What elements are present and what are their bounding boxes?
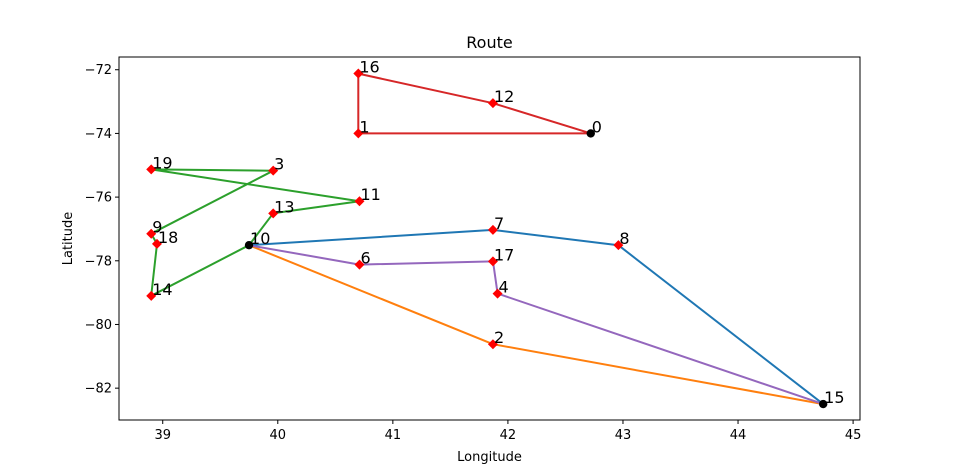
node-label-4: 4: [499, 278, 509, 297]
route-line-2: [248, 244, 824, 406]
x-axis-ticks: 39 40 41 42 43 44 45: [154, 420, 861, 443]
customer-marker-19: [146, 164, 157, 175]
node-label-18: 18: [158, 228, 178, 247]
customer-marker-18: [151, 238, 162, 249]
customer-marker-12: [487, 98, 498, 109]
x-tick-label: 40: [270, 428, 287, 443]
depot-marker-15: [818, 399, 828, 409]
customer-marker-13: [268, 208, 279, 219]
y-tick-label: −72: [85, 63, 112, 78]
node-label-16: 16: [359, 58, 379, 77]
y-tick-label: −80: [85, 318, 112, 333]
node-label-8: 8: [619, 229, 629, 248]
node-label-11: 11: [360, 185, 380, 204]
x-tick-label: 42: [500, 428, 517, 443]
customer-marker-8: [613, 240, 624, 251]
node-label-9: 9: [152, 218, 162, 237]
y-axis-ticks: −82 −80 −78 −76 −74 −72: [85, 63, 119, 397]
x-tick-label: 45: [845, 428, 862, 443]
y-axis-label: Latitude: [61, 212, 76, 266]
y-tick-label: −78: [85, 254, 112, 269]
node-label-0: 0: [592, 117, 602, 136]
x-tick-label: 41: [385, 428, 402, 443]
x-tick-label: 43: [615, 428, 632, 443]
node-label-3: 3: [274, 155, 284, 174]
y-tick-label: −76: [85, 191, 112, 206]
y-tick-label: −82: [85, 382, 112, 397]
route-line-4: [357, 72, 592, 135]
node-label-7: 7: [494, 214, 504, 233]
node-label-17: 17: [494, 245, 514, 264]
route-line-1: [248, 228, 824, 405]
customer-marker-14: [146, 290, 157, 301]
customer-marker-6: [354, 259, 365, 270]
depot-marker-0: [586, 129, 595, 138]
customer-marker-7: [487, 224, 498, 235]
depot-marker-10: [244, 240, 254, 250]
customer-marker-17: [487, 256, 498, 267]
customer-marker-1: [353, 128, 364, 139]
customer-marker-2: [487, 339, 498, 350]
node-label-6: 6: [360, 249, 370, 268]
x-axis-label: Longitude: [457, 450, 522, 465]
node-markers: [146, 68, 828, 409]
plot-frame: [118, 56, 861, 421]
node-label-13: 13: [274, 197, 294, 216]
customer-marker-4: [492, 288, 503, 299]
x-tick-label: 39: [154, 428, 171, 443]
node-label-19: 19: [152, 153, 172, 172]
route-line-5: [248, 244, 824, 406]
node-label-14: 14: [152, 280, 172, 299]
customer-marker-9: [146, 228, 157, 239]
customer-marker-16: [353, 68, 364, 79]
customer-marker-3: [268, 165, 279, 176]
node-label-2: 2: [494, 328, 504, 347]
node-label-10: 10: [250, 229, 270, 248]
chart-title: Route: [466, 33, 512, 52]
node-label-1: 1: [359, 117, 369, 136]
customer-marker-11: [354, 196, 365, 207]
x-tick-label: 44: [730, 428, 747, 443]
node-label-12: 12: [494, 87, 514, 106]
node-label-15: 15: [824, 388, 844, 407]
y-tick-label: −74: [85, 127, 112, 142]
